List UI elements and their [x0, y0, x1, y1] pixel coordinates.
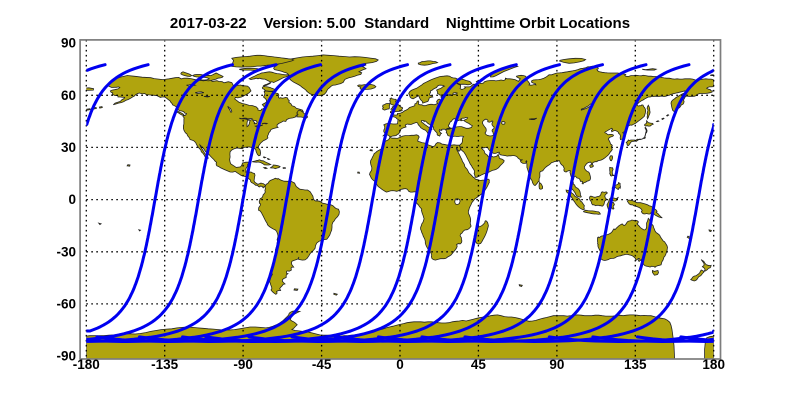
- svg-text:-135: -135: [151, 357, 179, 372]
- svg-text:-60: -60: [56, 296, 76, 311]
- svg-text:-90: -90: [233, 357, 253, 372]
- svg-text:45: 45: [471, 357, 487, 372]
- svg-text:90: 90: [61, 36, 76, 51]
- svg-text:135: 135: [624, 357, 647, 372]
- svg-text:-180: -180: [73, 357, 100, 372]
- svg-text:-45: -45: [312, 357, 332, 372]
- svg-text:-30: -30: [56, 244, 76, 259]
- svg-text:60: 60: [61, 88, 76, 103]
- svg-text:180: 180: [702, 357, 725, 372]
- svg-text:0: 0: [68, 192, 76, 207]
- svg-text:-90: -90: [56, 349, 76, 364]
- svg-text:30: 30: [61, 140, 76, 155]
- svg-text:2017-03-22 Version: 5.00 S: 2017-03-22 Version: 5.00 Standard Nightt…: [170, 15, 630, 32]
- svg-text:90: 90: [549, 357, 564, 372]
- svg-text:0: 0: [396, 357, 404, 372]
